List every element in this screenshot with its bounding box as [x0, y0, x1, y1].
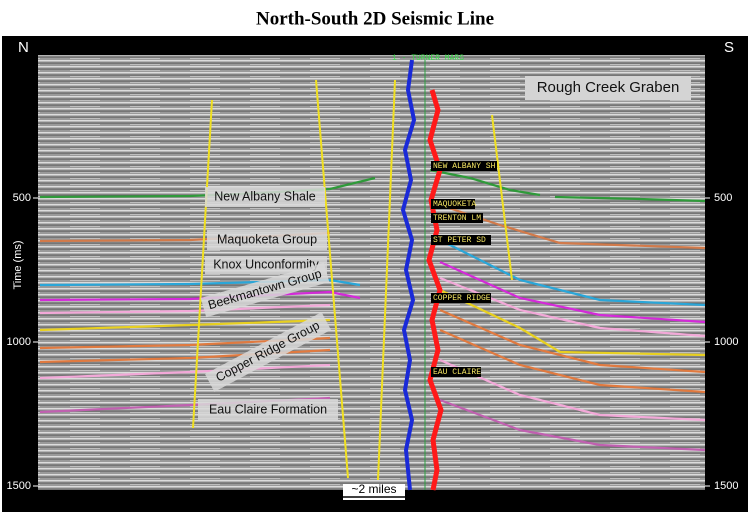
formation-label: Knox Unconformity: [213, 257, 319, 271]
faults: [192, 79, 513, 481]
well-tops: NEW ALBANY SH MAQUOKETA TRENTON LM ST PE…: [431, 161, 497, 377]
formation-label: Eau Claire Formation: [209, 402, 327, 416]
tick-label: 500: [714, 192, 732, 204]
well-log: [400, 59, 444, 491]
well-top: ST PETER SD: [433, 236, 486, 245]
axis-label: Time (ms): [12, 240, 24, 289]
scale-bar-label: ~2 miles: [351, 482, 396, 496]
tick-label: 1500: [714, 480, 738, 492]
region-label: Rough Creek Graben: [537, 79, 680, 96]
formation-label: Maquoketa Group: [217, 232, 317, 246]
well-top: COPPER RIDGE: [433, 294, 491, 303]
tick-label: 1500: [7, 480, 31, 492]
well-top: NEW ALBANY SH: [433, 162, 496, 171]
north-label: N: [18, 39, 29, 56]
formation-label: New Albany Shale: [214, 189, 316, 203]
tick-label: 500: [13, 192, 31, 204]
region-label-box: [525, 76, 691, 100]
scale-bar: ~2 miles: [343, 482, 405, 500]
well-top: MAQUOKETA: [433, 200, 476, 209]
well-name: 1 - TURNER MARS: [392, 54, 464, 63]
tick-label: 1000: [7, 336, 31, 348]
tick-label: 1000: [714, 336, 738, 348]
time-axis: 500 500 1000 1000 1500 1500: [7, 192, 739, 492]
seismic-section: [38, 55, 705, 490]
south-label: S: [724, 39, 734, 56]
well-top: EAU CLAIRE: [433, 368, 481, 377]
well-top: TRENTON LM: [433, 214, 481, 223]
title: North-South 2D Seismic Line: [256, 8, 494, 29]
